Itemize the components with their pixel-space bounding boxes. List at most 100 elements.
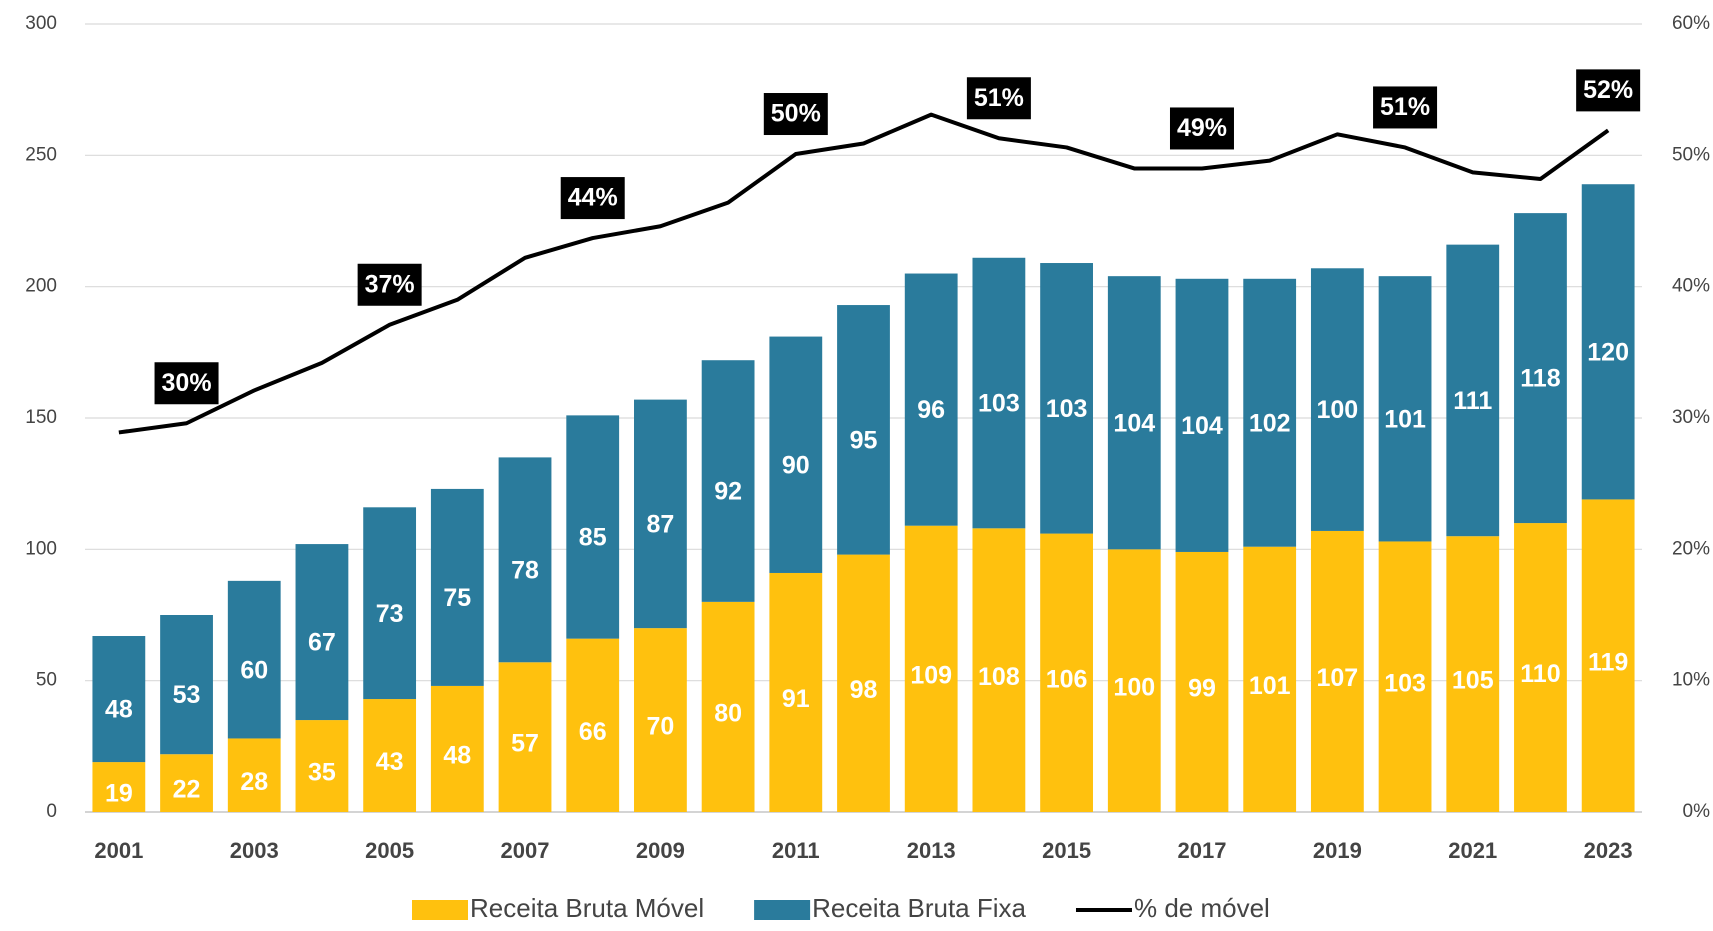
bar-segment (634, 628, 687, 812)
data-label: 91 (782, 685, 810, 713)
data-label: 66 (579, 718, 607, 746)
bar-segment (363, 507, 417, 700)
data-label: 57 (511, 730, 539, 758)
data-label: 67 (308, 629, 336, 657)
data-label: 103 (978, 390, 1020, 418)
bar-segment (227, 580, 281, 739)
data-label: 51% (974, 84, 1024, 112)
bar-segment (1446, 244, 1500, 537)
bar-segment (160, 754, 213, 812)
data-label: 49% (1177, 114, 1227, 142)
data-label: 101 (1384, 405, 1426, 433)
legend-swatch (412, 900, 468, 920)
data-label: 44% (568, 184, 618, 212)
label-box (763, 93, 828, 136)
bar-segment (1514, 523, 1567, 812)
y2-tick-label: 60% (1672, 13, 1710, 34)
data-label: 110 (1520, 660, 1560, 688)
x-tick-label: 2021 (1448, 838, 1497, 863)
bar-segment (1107, 276, 1161, 550)
bar-segment (1581, 499, 1635, 812)
data-label: 103 (1046, 395, 1088, 423)
label-box (1169, 107, 1234, 150)
y2-tick-label: 10% (1672, 670, 1710, 691)
y2-tick-label: 20% (1672, 538, 1710, 559)
data-label: 100 (1317, 396, 1359, 424)
data-label: 51% (1380, 93, 1430, 121)
legend-label: Receita Bruta Móvel (470, 893, 704, 923)
y-tick-label: 0 (46, 801, 57, 822)
bar-segment (769, 572, 823, 812)
x-tick-label: 2001 (94, 838, 143, 863)
data-label: 104 (1181, 412, 1223, 440)
bar-segment (92, 762, 146, 812)
data-label: 19 (105, 780, 133, 808)
legend-swatch (754, 900, 811, 920)
x-tick-label: 2023 (1584, 838, 1633, 863)
data-label: 101 (1249, 672, 1291, 700)
legend-label: % de móvel (1134, 893, 1270, 923)
bar-segment (1243, 278, 1297, 547)
data-label: 92 (714, 478, 742, 506)
data-label: 102 (1249, 409, 1291, 437)
data-label: 75 (443, 584, 471, 612)
y2-tick-label: 0% (1683, 801, 1711, 822)
y2-tick-label: 40% (1672, 276, 1710, 297)
bar-segment (363, 699, 417, 812)
data-label: 48 (105, 696, 133, 724)
x-tick-label: 2013 (907, 838, 956, 863)
data-label: 30% (162, 369, 212, 397)
data-label: 109 (910, 661, 952, 689)
x-tick-label: 2019 (1313, 838, 1362, 863)
x-tick-label: 2015 (1042, 838, 1091, 863)
bar-segment (769, 336, 823, 573)
bar-segment (160, 615, 213, 755)
data-label: 52% (1583, 76, 1633, 104)
data-label: 95 (850, 426, 878, 454)
data-label: 105 (1452, 667, 1494, 695)
bar-segment (1378, 276, 1432, 542)
bar-segment (1175, 278, 1229, 552)
bar-segment (634, 399, 687, 629)
data-label: 22 (173, 776, 201, 804)
bar-segment (1446, 536, 1500, 812)
y-tick-label: 150 (25, 407, 57, 428)
bar-segment (904, 525, 958, 812)
data-label: 35 (308, 759, 336, 787)
bar-segment (1040, 533, 1093, 812)
bar-segment (566, 415, 620, 639)
x-tick-label: 2005 (365, 838, 414, 863)
bar-segment (837, 305, 890, 555)
data-label: 28 (240, 768, 268, 796)
bar-segment (1310, 268, 1364, 531)
label-box (966, 77, 1031, 120)
x-tick-label: 2017 (1178, 838, 1227, 863)
x-tick-label: 2009 (636, 838, 685, 863)
bar-segment (430, 488, 484, 686)
data-label: 50% (771, 100, 821, 128)
data-label: 85 (579, 524, 607, 552)
y-tick-label: 200 (25, 276, 57, 297)
bar-segment (1175, 551, 1229, 812)
bar-segment (1581, 184, 1635, 500)
bar-segment (1310, 530, 1364, 812)
bar-segment (701, 601, 755, 812)
y-tick-label: 300 (25, 13, 57, 34)
bar-segment (227, 738, 281, 812)
label-box (357, 263, 422, 306)
data-label: 37% (365, 270, 415, 298)
y-tick-label: 50 (36, 670, 57, 691)
data-label: 70 (647, 713, 675, 741)
bar-segment (972, 528, 1026, 812)
data-label: 73 (376, 600, 404, 628)
label-box (560, 177, 625, 220)
label-box (154, 362, 219, 405)
bar-segment (1243, 546, 1297, 812)
bar-segment (1378, 541, 1432, 812)
line (118, 112, 1610, 435)
data-label: 87 (647, 510, 675, 538)
data-label: 43 (376, 748, 404, 776)
data-label: 99 (1188, 675, 1216, 703)
data-label: 104 (1113, 409, 1155, 437)
